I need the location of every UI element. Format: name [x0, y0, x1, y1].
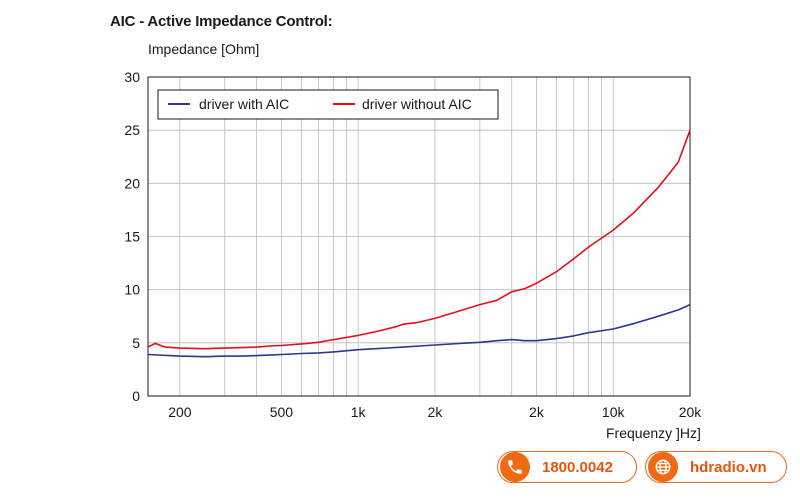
y-axis-label: Impedance [Ohm]: [148, 41, 260, 57]
chart-title: AIC - Active Impedance Control:: [110, 13, 333, 30]
legend-label-with-aic: driver with AIC: [199, 96, 289, 112]
phone-number: 1800.0042: [542, 458, 613, 476]
x-tick-label: 500: [270, 404, 294, 420]
series-line-with-aic: [147, 303, 691, 358]
x-tick-label: 200: [168, 404, 192, 420]
legend-label-without-aic: driver without AIC: [362, 96, 472, 112]
y-tick-label: 15: [124, 229, 140, 245]
plot-frame: [147, 76, 691, 397]
series-layer: [147, 129, 691, 358]
x-tick-label: 20k: [679, 404, 703, 420]
globe-icon: [648, 452, 678, 482]
x-tick-label: 10k: [602, 404, 626, 420]
y-tick-label: 10: [124, 282, 140, 298]
x-axis-label: Frequenzy ]Hz]: [606, 425, 701, 441]
y-tick-label: 30: [124, 69, 140, 85]
brand-bar: 1800.0042 hdradio.vn: [497, 451, 787, 485]
website-url: hdradio.vn: [690, 458, 767, 476]
series-line-without-aic: [147, 129, 691, 350]
legend-box: [157, 89, 499, 120]
y-tick-label: 5: [132, 335, 140, 351]
x-tick-label: 2k: [428, 404, 444, 420]
website-link[interactable]: hdradio.vn: [645, 451, 787, 483]
x-tick-label: 2k: [529, 404, 545, 420]
y-tick-label: 20: [124, 175, 140, 191]
phone-icon: [500, 452, 530, 482]
legend: driver with AIC driver without AIC: [157, 89, 499, 120]
tick-labels: 0 5 10 15 20 25 30 200 500 1k 2k 2k 10k 20k: [124, 69, 702, 420]
phone-contact[interactable]: 1800.0042: [497, 451, 637, 483]
x-tick-label: 1k: [351, 404, 367, 420]
y-tick-label: 0: [132, 388, 140, 404]
y-tick-label: 25: [124, 122, 140, 138]
